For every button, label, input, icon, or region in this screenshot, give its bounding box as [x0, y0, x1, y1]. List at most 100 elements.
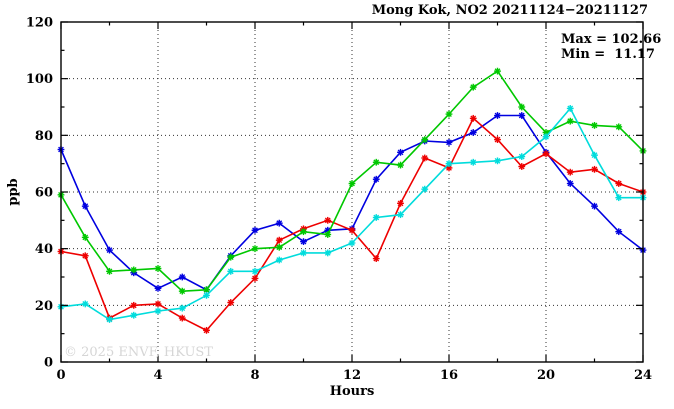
marker — [591, 166, 598, 173]
marker — [494, 112, 501, 119]
marker — [349, 180, 355, 187]
y-tick-label: 40 — [35, 242, 53, 257]
marker — [567, 105, 574, 112]
marker — [470, 115, 477, 122]
marker — [276, 220, 283, 227]
marker — [543, 129, 549, 136]
data-series — [57, 67, 647, 334]
tick-labels: 0 4 8 12 16 20 24 0 20 40 60 80 100 120 — [26, 16, 652, 384]
marker — [203, 327, 210, 334]
axes-and-ticks — [60, 21, 644, 363]
marker — [591, 122, 598, 129]
marker — [518, 112, 525, 119]
marker — [155, 265, 161, 272]
marker — [470, 84, 477, 91]
y-tick-label: 0 — [44, 356, 53, 371]
marker — [276, 257, 283, 263]
marker — [203, 286, 210, 293]
marker — [155, 301, 161, 307]
marker — [543, 133, 549, 140]
marker — [518, 104, 525, 110]
marker — [82, 301, 89, 307]
marker — [373, 255, 380, 262]
marker — [421, 186, 428, 193]
marker — [446, 111, 452, 117]
marker — [543, 150, 549, 157]
marker — [397, 162, 404, 168]
marker — [470, 159, 477, 166]
marker — [252, 268, 258, 275]
marker — [397, 149, 404, 156]
marker — [615, 194, 622, 201]
marker — [349, 240, 355, 246]
x-tick-label: 20 — [537, 368, 555, 383]
marker — [615, 123, 622, 130]
marker — [324, 227, 331, 234]
marker — [106, 268, 113, 275]
marker — [518, 163, 525, 170]
marker — [494, 157, 501, 164]
marker — [518, 153, 525, 160]
marker — [276, 244, 283, 251]
marker — [179, 274, 186, 280]
watermark: © 2025 ENVF, HKUST — [64, 345, 213, 360]
marker — [130, 302, 137, 309]
x-tick-label: 4 — [153, 368, 162, 383]
marker — [179, 288, 186, 295]
marker — [324, 250, 331, 256]
y-tick-label: 80 — [35, 129, 53, 144]
series-green-markers — [57, 67, 647, 295]
marker — [106, 316, 113, 323]
y-tick-label: 60 — [35, 186, 53, 201]
marker — [373, 176, 380, 183]
x-tick-label: 12 — [343, 368, 361, 383]
max-annotation: Max = 102.66 — [561, 32, 661, 47]
marker — [470, 129, 477, 136]
marker — [373, 214, 380, 221]
marker — [615, 228, 622, 235]
x-tick-label: 8 — [250, 368, 259, 383]
x-tick-label: 24 — [634, 368, 652, 383]
marker — [252, 245, 258, 252]
marker — [227, 299, 234, 306]
marker — [300, 228, 307, 235]
marker — [130, 312, 137, 319]
marker — [397, 211, 404, 218]
marker — [373, 159, 380, 166]
marker — [82, 203, 89, 210]
marker — [82, 252, 89, 259]
chart-title: Mong Kok, NO2 20211124−20211127 — [372, 3, 648, 18]
marker — [567, 169, 574, 176]
y-tick-label: 20 — [35, 299, 53, 314]
marker — [446, 165, 452, 171]
marker — [106, 247, 113, 253]
marker — [421, 155, 428, 161]
x-axis-label: Hours — [330, 384, 375, 399]
marker — [446, 160, 452, 167]
marker — [276, 237, 283, 244]
y-tick-label: 100 — [26, 72, 53, 87]
x-tick-label: 16 — [440, 368, 458, 383]
marker — [179, 315, 186, 321]
series-red-markers — [57, 114, 647, 334]
marker — [567, 118, 574, 125]
series-cyan-line — [60, 106, 643, 321]
marker — [300, 250, 307, 256]
marker — [203, 292, 210, 299]
marker — [130, 267, 137, 273]
marker — [494, 136, 501, 143]
marker — [324, 231, 331, 238]
marker — [615, 180, 622, 187]
marker — [155, 308, 161, 314]
marker — [494, 68, 501, 75]
marker — [227, 254, 234, 261]
marker — [567, 180, 574, 187]
marker — [82, 234, 89, 241]
marker — [446, 139, 452, 146]
marker — [252, 227, 258, 234]
marker — [591, 203, 598, 210]
y-tick-label: 120 — [26, 16, 53, 31]
marker — [421, 136, 428, 143]
